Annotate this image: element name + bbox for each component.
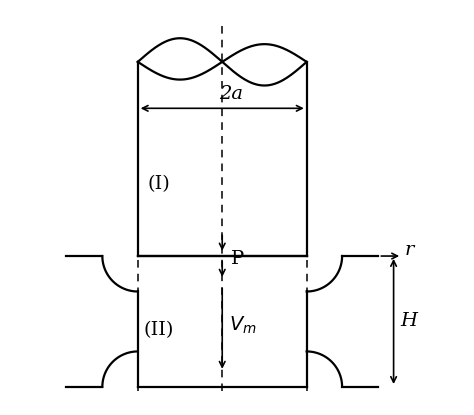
Text: (I): (I) xyxy=(147,175,170,193)
Text: 2a: 2a xyxy=(219,85,243,103)
Text: P: P xyxy=(231,249,244,268)
Text: r: r xyxy=(405,241,414,259)
Text: (II): (II) xyxy=(144,321,174,339)
Text: $V_m$: $V_m$ xyxy=(229,315,256,336)
Text: H: H xyxy=(401,312,417,330)
